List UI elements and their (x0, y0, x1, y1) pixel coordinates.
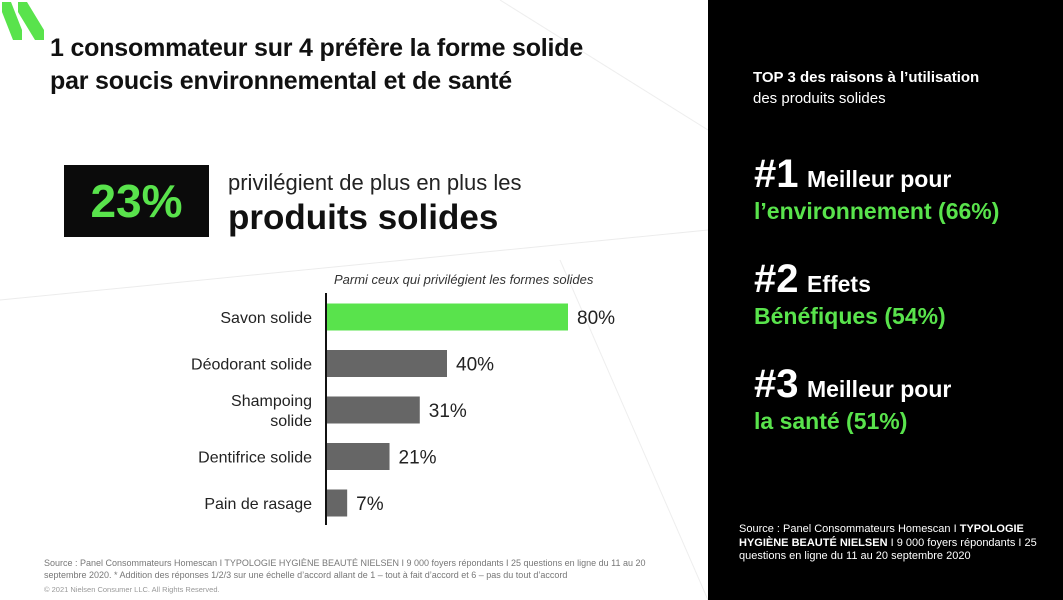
reason-rank: #2 (754, 257, 799, 301)
source-note-line1: Source : Panel Consommateurs Homescan I … (44, 558, 646, 568)
chart-subtitle: Parmi ceux qui privilégient les formes s… (334, 272, 594, 287)
right-panel: TOP 3 des raisons à l’utilisation des pr… (708, 0, 1063, 600)
nielsen-logo (2, 2, 44, 40)
stat-caption: privilégient de plus en plus les (228, 170, 522, 195)
bar (326, 396, 420, 424)
category-label: Pain de rasage (204, 496, 312, 513)
bar (326, 443, 390, 470)
left-panel: 1 consommateur sur 4 préfère la forme so… (0, 0, 708, 600)
value-label: 7% (356, 494, 384, 515)
stat-caption-emphasis: produits solides (228, 198, 499, 237)
top3-title: TOP 3 des raisons à l’utilisation (753, 69, 980, 86)
reason-1: #1 Meilleur pour l’environnement (66%) (754, 154, 1054, 225)
source-right-bold: TYPOLOGIE HYGIÈNE BEAUTÉ NIELSEN (739, 523, 1024, 549)
bar (326, 489, 348, 517)
copyright: © 2021 Nielsen Consumer LLC. All Rights … (44, 585, 220, 594)
bar (326, 303, 568, 331)
category-label: Dentifrice solide (198, 450, 312, 467)
bar-chart: Savon solide 80% Déodorant solide 40% Shampo… (191, 293, 615, 525)
reason-heading: Effets (806, 271, 871, 297)
category-label: Shampoing (231, 393, 312, 410)
slide-title-line2: par soucis environnemental et de santé (50, 67, 512, 95)
source-note: Source : Panel Consommateurs Homescan I … (44, 557, 694, 581)
category-label: Déodorant solide (191, 357, 312, 374)
category-label: Savon solide (220, 310, 312, 327)
reason-2: #2 Effets Bénéfiques (54%) (754, 259, 1054, 330)
source-right-prefix: Source : Panel Consommateurs Homescan I (739, 523, 957, 535)
bar (326, 350, 447, 377)
source-note-line2: septembre 2020. * Addition des réponses … (44, 570, 568, 580)
slide-title-line1: 1 consommateur sur 4 préfère la forme so… (50, 34, 584, 62)
reason-detail: la santé (51%) (754, 408, 908, 434)
value-label: 21% (399, 448, 437, 469)
reason-rank: #3 (754, 362, 799, 406)
stat-value-box: 23% (64, 165, 209, 237)
source-note-right: Source : Panel Consommateurs Homescan I … (739, 523, 1049, 564)
reason-rank: #1 (754, 152, 799, 196)
reason-heading: Meilleur pour (806, 166, 952, 192)
value-label: 31% (429, 401, 467, 422)
reason-detail: Bénéfiques (54%) (754, 303, 946, 329)
slide-title: 1 consommateur sur 4 préfère la forme so… (50, 32, 700, 98)
category-label: solide (270, 413, 312, 430)
background-decoration (0, 0, 708, 600)
reason-heading: Meilleur pour (806, 376, 952, 402)
value-label: 80% (577, 308, 615, 329)
reason-detail: l’environnement (66%) (754, 198, 1000, 224)
source-right-suffix: I 9 000 foyers répondants I 25 questions… (739, 536, 1037, 563)
top3-subtitle: des produits solides (753, 90, 886, 107)
reason-3: #3 Meilleur pour la santé (51%) (754, 364, 1054, 435)
value-label: 40% (456, 355, 494, 376)
